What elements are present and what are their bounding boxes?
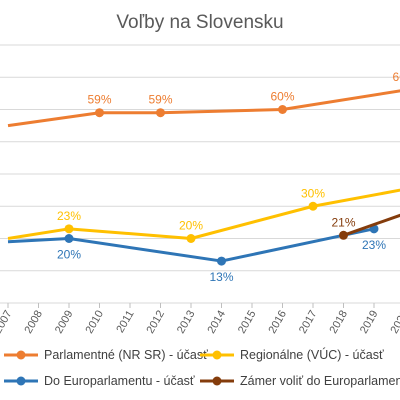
data-label: 23% (362, 238, 386, 252)
legend-swatch (4, 376, 38, 386)
legend-label: Parlamentné (NR SR) - účasť (44, 348, 208, 362)
x-tick-label: 2008 (22, 309, 45, 336)
data-point (64, 234, 74, 243)
data-label: 66% (392, 70, 400, 84)
x-tick-label: 2014 (205, 309, 228, 336)
x-tick-label: 2011 (114, 309, 136, 335)
legend: Parlamentné (NR SR) - účasť Regionálne (V… (0, 344, 400, 400)
data-point (308, 201, 318, 211)
legend-label: Zámer voliť do Europarlamentu (240, 374, 400, 388)
legend-swatch (200, 376, 234, 386)
data-label: 13% (209, 270, 233, 284)
x-tick-label: 2020 (388, 309, 400, 336)
x-tick-label: 2009 (53, 309, 76, 336)
x-tick-label: 2013 (175, 309, 198, 336)
x-tick-label: 2007 (0, 309, 15, 336)
legend-marker (212, 350, 222, 360)
data-point (339, 230, 348, 240)
series-line (7, 227, 375, 263)
data-label: 30% (301, 186, 325, 200)
legend-marker (16, 350, 26, 360)
data-point (156, 108, 165, 118)
x-tick-label: 2015 (236, 309, 259, 336)
data-point (186, 234, 196, 243)
data-label: 21% (331, 215, 355, 229)
data-point (278, 105, 287, 114)
data-label: 20% (57, 248, 81, 262)
legend-marker (212, 376, 222, 386)
series-line (7, 89, 400, 128)
x-tick-label: 2019 (358, 309, 381, 336)
data-label: 59% (148, 93, 172, 107)
data-label: 20% (179, 219, 203, 233)
x-tick-label: 2010 (83, 309, 106, 336)
data-label: 60% (270, 90, 294, 104)
data-label: 23% (57, 209, 81, 223)
legend-label: Do Europarlamentu - účasť (44, 374, 195, 388)
chart-title: Voľby na Slovensku (116, 12, 284, 33)
legend-swatch (200, 350, 234, 360)
legend-marker (16, 376, 26, 386)
x-tick-label: 2012 (144, 309, 167, 336)
x-tick-label: 2016 (266, 309, 289, 336)
x-tick-label: 2017 (297, 309, 320, 336)
data-point (217, 256, 226, 266)
series-line (343, 213, 400, 237)
legend-swatch (4, 350, 38, 360)
data-point (95, 108, 104, 118)
legend-label: Regionálne (VÚC) - účasť (240, 348, 384, 362)
data-label: 59% (87, 93, 111, 107)
x-tick-label: 2018 (327, 309, 350, 336)
data-point (64, 224, 74, 234)
plot-area: 2007 2008 2009 2010 2011 2012 2013 2014 2015 2016… (0, 44, 400, 336)
